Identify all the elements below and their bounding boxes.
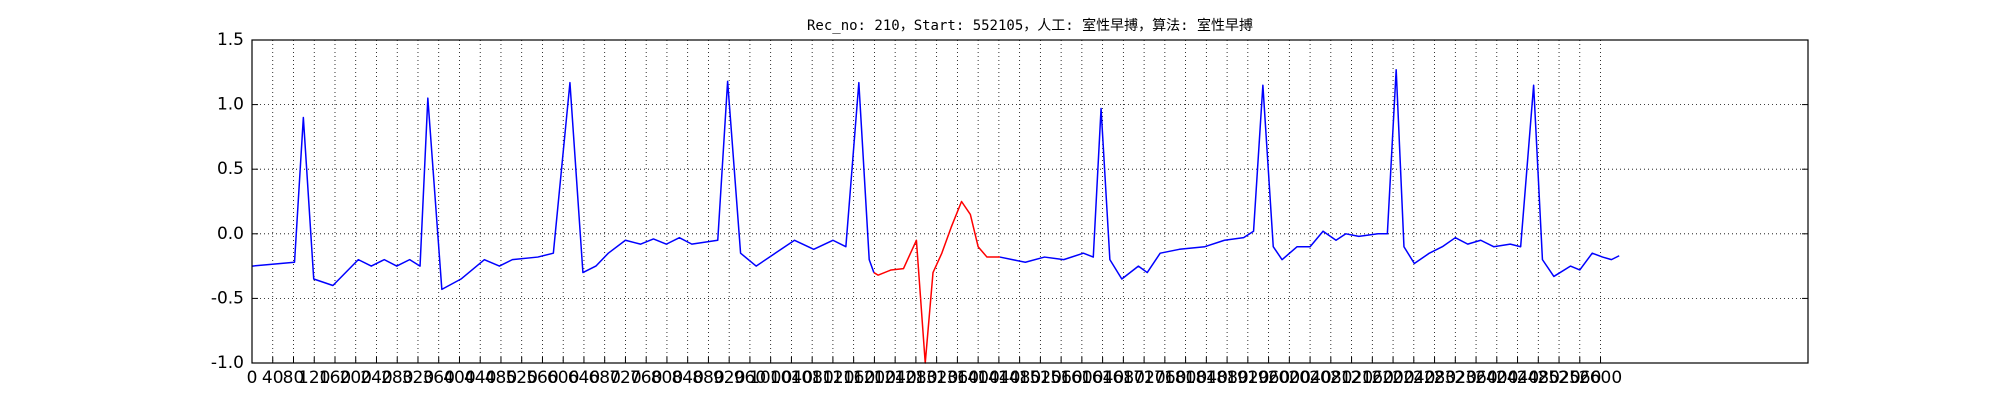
x-tick-label: 80 [283, 368, 305, 388]
x-tick-label: 1320 [915, 368, 958, 388]
plot-frame [251, 39, 1809, 364]
x-tick-label: 440 [464, 368, 496, 388]
x-tick-label: 1960 [1247, 368, 1290, 388]
x-tick-label: 480 [485, 368, 517, 388]
x-tick-label: 2440 [1496, 368, 1539, 388]
x-tick-label: 200 [340, 368, 372, 388]
x-tick-label: 360 [422, 368, 454, 388]
x-tick-label: 2040 [1288, 368, 1331, 388]
x-tick-label: 1920 [1226, 368, 1269, 388]
x-tick-label: 720 [609, 368, 641, 388]
x-tick-label: 2120 [1330, 368, 1373, 388]
x-tick-label: 1560 [1039, 368, 1082, 388]
x-tick-label: 2080 [1309, 368, 1352, 388]
x-tick-label: 1480 [998, 368, 1041, 388]
x-tick-label: 40 [262, 368, 284, 388]
x-tick-label: 2320 [1434, 368, 1477, 388]
x-tick-label: 1840 [1185, 368, 1228, 388]
x-tick-label: 520 [505, 368, 537, 388]
x-tick-label: 320 [402, 368, 434, 388]
y-tick-label: 0.5 [217, 159, 244, 179]
x-tick-label: 1640 [1081, 368, 1124, 388]
x-tick-label: 2520 [1537, 368, 1580, 388]
x-tick-label: 2600 [1579, 368, 1622, 388]
y-tick-label: -1.0 [211, 353, 244, 373]
x-tick-label: 1200 [853, 368, 896, 388]
x-tick-label: 240 [360, 368, 392, 388]
x-tick-label: 960 [734, 368, 766, 388]
x-tick-label: 1040 [770, 368, 813, 388]
x-tick-label: 1160 [832, 368, 875, 388]
x-tick-label: 760 [630, 368, 662, 388]
y-tick-label: -0.5 [211, 288, 244, 308]
x-tick-label: 2240 [1392, 368, 1435, 388]
y-tick-label: 1.5 [217, 30, 244, 50]
x-tick-label: 2560 [1558, 368, 1601, 388]
x-tick-label: 160 [319, 368, 351, 388]
x-tick-label: 1360 [936, 368, 979, 388]
x-tick-label: 1120 [811, 368, 854, 388]
x-tick-label: 1680 [1102, 368, 1145, 388]
series-line [873, 200, 1000, 364]
x-tick-label: 1000 [749, 368, 792, 388]
x-tick-label: 640 [568, 368, 600, 388]
x-tick-label: 2160 [1351, 368, 1394, 388]
x-tick-label: 1080 [791, 368, 834, 388]
x-tick-label: 1400 [957, 368, 1000, 388]
x-tick-label: 1760 [1143, 368, 1186, 388]
x-tick-label: 1720 [1122, 368, 1165, 388]
x-tick-label: 1880 [1205, 368, 1248, 388]
y-tick-label: 0.0 [217, 224, 244, 244]
x-tick-label: 2480 [1517, 368, 1560, 388]
y-tick-label: 1.0 [217, 95, 244, 115]
x-tick-label: 880 [692, 368, 724, 388]
series-line [251, 68, 1620, 291]
chart-title: Rec_no: 210，Start: 552105，人工: 室性早搏，算法: 室… [807, 17, 1253, 34]
x-tick-label: 680 [588, 368, 620, 388]
x-tick-label: 2280 [1413, 368, 1456, 388]
x-tick-label: 2400 [1475, 368, 1518, 388]
x-tick-label: 280 [381, 368, 413, 388]
x-tick-label: 1440 [977, 368, 1020, 388]
x-tick-label: 2000 [1268, 368, 1311, 388]
x-tick-label: 1600 [1060, 368, 1103, 388]
x-tick-label: 920 [713, 368, 745, 388]
x-tick-label: 2360 [1454, 368, 1497, 388]
x-tick-label: 1280 [894, 368, 937, 388]
x-tick-label: 800 [651, 368, 683, 388]
x-tick-label: 1800 [1164, 368, 1207, 388]
x-tick-label: 0 [247, 368, 258, 388]
x-tick-label: 1240 [874, 368, 917, 388]
x-tick-label: 1520 [1019, 368, 1062, 388]
x-tick-label: 560 [526, 368, 558, 388]
x-tick-label: 840 [671, 368, 703, 388]
x-tick-label: 2200 [1371, 368, 1414, 388]
x-tick-label: 400 [443, 368, 475, 388]
x-tick-label: 600 [547, 368, 579, 388]
x-tick-label: 120 [298, 368, 330, 388]
